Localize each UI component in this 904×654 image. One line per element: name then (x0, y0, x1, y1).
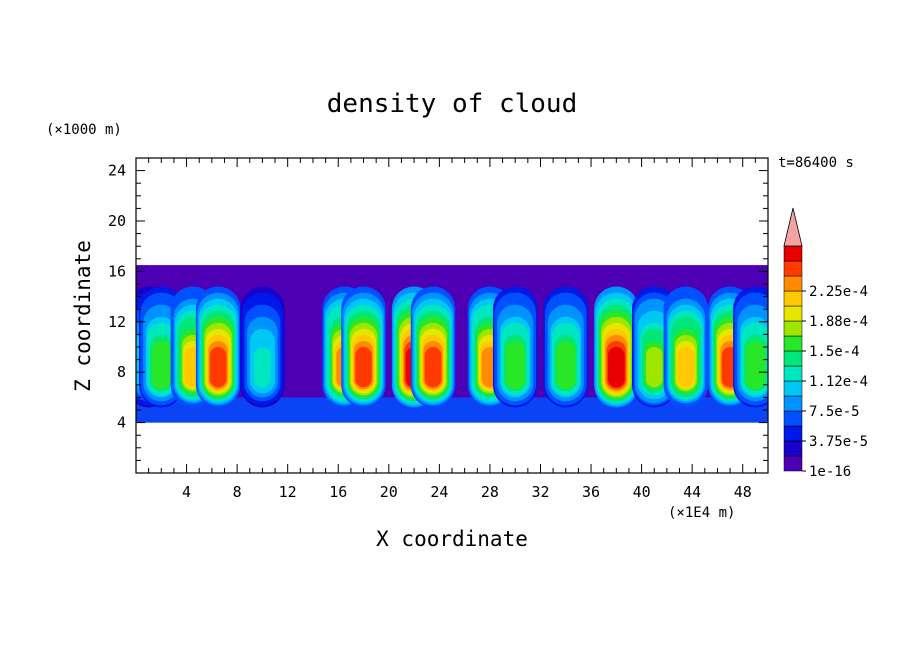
colorbar-segment (783, 380, 803, 397)
x-tick-label: 8 (233, 483, 242, 501)
x-tick-label: 32 (531, 483, 549, 501)
colorbar-label: 7.5e-5 (809, 404, 860, 420)
colorbar-segment (783, 320, 803, 337)
colorbar-segment (783, 440, 803, 457)
colorbar-segment (783, 425, 803, 442)
colorbar-segment (783, 350, 803, 367)
cloud-tower (410, 286, 456, 408)
colorbar-segment (783, 335, 803, 352)
x-tick-label: 44 (683, 483, 701, 501)
colorbar-segment (783, 290, 803, 307)
x-axis-ticks: 4 8 12 16 20 24 28 32 36 40 44 48 (135, 158, 769, 501)
x-tick-label: 36 (582, 483, 600, 501)
cloud-tower (543, 286, 589, 408)
cloud-tower (341, 286, 386, 408)
cloud-tower (631, 286, 677, 408)
cloud-tower-contour (355, 347, 372, 388)
cloud-tower (195, 286, 241, 408)
colorbar-label: 1e-16 (809, 464, 851, 480)
cloud-tower-contour (607, 347, 625, 388)
x-tick-label: 16 (329, 483, 347, 501)
time-label: t=86400 s (778, 155, 854, 171)
cloud-tower (240, 286, 285, 408)
cloud-tower-contour (254, 347, 271, 388)
x-tick-label: 24 (430, 483, 448, 501)
cloud-tower (492, 286, 538, 408)
cloud-tower-contour (645, 347, 663, 388)
cloud-tower (733, 286, 768, 408)
colorbar-segment (783, 245, 803, 262)
x-tick-label: 28 (481, 483, 499, 501)
colorbar-segment (783, 410, 803, 427)
x-unit-label: (×1E4 m) (668, 505, 735, 521)
x-tick-label: 20 (380, 483, 398, 501)
cloud-tower-contour (152, 347, 170, 388)
y-unit-label: (×1000 m) (46, 122, 122, 138)
x-tick-label: 40 (633, 483, 651, 501)
cloud-tower-contour (747, 347, 764, 388)
cloud-tower-contour (557, 347, 575, 388)
y-tick-label: 12 (108, 313, 126, 331)
x-axis-label: X coordinate (376, 527, 528, 551)
y-tick-label: 20 (108, 212, 126, 230)
colorbar-extend-arrow (783, 207, 803, 247)
y-tick-label: 8 (117, 363, 126, 381)
y-tick-label: 16 (108, 262, 126, 280)
cloud-tower-contour (677, 347, 695, 388)
colorbar-label: 1.12e-4 (809, 374, 868, 390)
y-tick-label: 24 (108, 162, 126, 180)
y-axis-label: Z coordinate (71, 240, 95, 392)
colorbar-segment (783, 260, 803, 277)
colorbar-segment (783, 275, 803, 292)
colorbar-segment (783, 305, 803, 322)
colorbar-label: 3.75e-5 (809, 434, 868, 450)
colorbar-segment (783, 395, 803, 412)
x-tick-label: 48 (734, 483, 752, 501)
colorbar-label: 2.25e-4 (809, 284, 868, 300)
x-tick-label: 4 (182, 483, 191, 501)
y-axis-ticks: 4 8 12 16 20 24 (108, 157, 768, 474)
cloud-tower (663, 286, 709, 408)
cloud-tower (594, 286, 639, 408)
cloud-tower-contour (209, 347, 227, 388)
cloud-tower-contour (506, 347, 524, 388)
colorbar-label: 1.88e-4 (809, 314, 868, 330)
colorbar: 1e-16 3.75e-5 7.5e-5 1.12e-4 1.5e-4 1.88e-4 2.… (783, 207, 868, 480)
cloud-density-field (136, 265, 768, 423)
colorbar-label: 1.5e-4 (809, 344, 860, 360)
cloud-tower-contour (424, 347, 442, 388)
colorbar-segment (783, 365, 803, 382)
colorbar-segment (783, 455, 803, 472)
x-tick-label: 12 (279, 483, 297, 501)
y-tick-label: 4 (117, 414, 126, 432)
chart-title: density of cloud (327, 89, 577, 119)
